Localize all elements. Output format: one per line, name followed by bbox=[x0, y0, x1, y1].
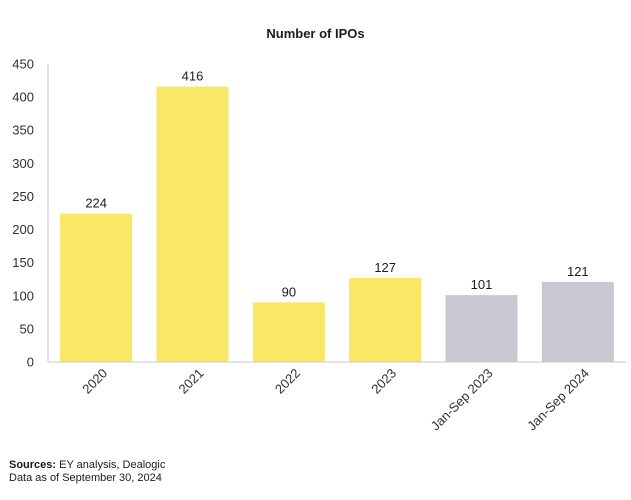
bar-3 bbox=[252, 302, 325, 362]
y-tick-label: 50 bbox=[20, 321, 34, 336]
footnote: Sources: EY analysis, Dealogic Data as o… bbox=[9, 459, 165, 485]
bar-2 bbox=[156, 86, 229, 362]
data-label-5: 101 bbox=[471, 277, 493, 292]
bar-6 bbox=[541, 281, 614, 362]
data-label-3: 90 bbox=[282, 284, 296, 299]
data-as-of: Data as of September 30, 2024 bbox=[9, 472, 162, 484]
y-tick-label: 150 bbox=[12, 255, 34, 270]
y-tick-label: 100 bbox=[12, 288, 34, 303]
bar-5 bbox=[445, 295, 518, 362]
data-label-6: 121 bbox=[567, 264, 589, 279]
bar-chart: 0 50 100 150 200 250 300 350 400 450 224 416 90 127 1… bbox=[12, 57, 626, 434]
y-tick-label: 450 bbox=[12, 57, 34, 72]
x-tick-label-4: 2023 bbox=[368, 366, 399, 397]
x-axis: 2020 2021 2022 2023 Jan-Sep 2023 Jan-Sep 2024 bbox=[48, 361, 626, 434]
x-tick-label-3: 2022 bbox=[272, 366, 303, 397]
y-tick-label: 400 bbox=[12, 90, 34, 105]
x-tick-label-2: 2021 bbox=[176, 366, 207, 397]
sources-line: Sources: EY analysis, Dealogic bbox=[9, 459, 165, 472]
data-label-2: 416 bbox=[182, 69, 204, 84]
bars-group bbox=[60, 86, 614, 362]
y-tick-label: 200 bbox=[12, 222, 34, 237]
x-tick-label-5: Jan-Sep 2023 bbox=[428, 366, 496, 434]
sources-label: Sources: bbox=[9, 459, 57, 471]
bar-1 bbox=[60, 213, 133, 362]
data-label-4: 127 bbox=[374, 260, 396, 275]
chart-title: Number of IPOs bbox=[266, 26, 365, 41]
bar-4 bbox=[349, 277, 422, 362]
x-tick-label-1: 2020 bbox=[79, 366, 110, 397]
y-tick-label: 300 bbox=[12, 156, 34, 171]
x-tick-label-6: Jan-Sep 2024 bbox=[524, 366, 592, 434]
data-labels-group: 224 416 90 127 101 121 bbox=[85, 69, 588, 300]
y-tick-label: 350 bbox=[12, 123, 34, 138]
y-axis: 0 50 100 150 200 250 300 350 400 450 bbox=[12, 57, 49, 370]
y-tick-label: 0 bbox=[27, 355, 34, 370]
sources-text: EY analysis, Dealogic bbox=[56, 459, 166, 471]
y-tick-label: 250 bbox=[12, 189, 34, 204]
data-label-1: 224 bbox=[85, 196, 107, 211]
